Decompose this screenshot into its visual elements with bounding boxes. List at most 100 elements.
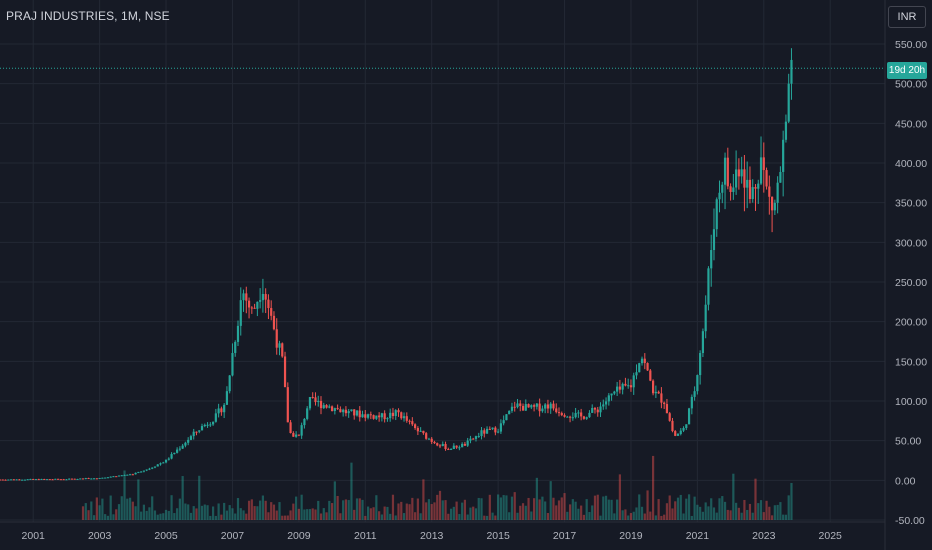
volume-bar [505,495,508,520]
candle-body [607,395,610,402]
candle-body [524,404,527,411]
candle-body [391,412,395,417]
candle-body [21,479,24,481]
volume-bar [137,479,140,520]
candle-body [228,375,231,392]
candle-body [430,438,433,442]
candle-body [300,425,303,436]
candle-body [444,443,447,450]
candle-body [81,478,85,480]
candle-body [65,479,68,481]
volume-bar [203,504,206,520]
candle-body [115,476,118,478]
volume-bar [153,510,157,520]
candle-body [317,400,320,403]
volume-bar [491,512,494,520]
volume-bar [436,494,439,520]
candle-body [651,380,655,394]
y-tick-label: 550.00 [895,39,927,51]
candle-body [176,449,179,453]
volume-bar [170,495,173,520]
candle-body [344,409,348,414]
candle-body [267,299,270,309]
candle-body [643,358,646,364]
volume-bar [192,506,195,520]
volume-bar [411,497,414,520]
candle-body [9,479,13,481]
candle-body [461,443,464,448]
volume-bar [552,497,555,520]
volume-bar [787,495,790,520]
candle-body [499,423,502,432]
candle-body [527,404,530,408]
volume-bar [723,501,727,520]
volume-bar [568,504,572,520]
candle-body [1,479,4,481]
candle-body [458,447,461,449]
volume-bar [571,499,574,520]
candle-body [54,478,57,480]
candle-body [701,331,705,354]
volume-bar [444,500,447,520]
candle-body [571,417,574,419]
volume-bar [591,505,594,520]
volume-bar [566,511,569,520]
volume-bar [621,510,624,520]
volume-bar [339,513,342,520]
volume-bar [95,497,98,520]
volume-bar [502,495,505,520]
volume-bar [430,504,433,520]
volume-bar [541,496,544,520]
candle-body [70,478,74,480]
volume-bar [629,513,633,520]
volume-bar [344,499,348,520]
volume-bar [425,502,428,520]
volume-bar [286,515,289,520]
volume-bar [770,515,774,520]
candle-body [757,183,760,189]
candle-body [397,410,400,413]
volume-bar [292,503,295,520]
time-axis[interactable]: 2001 2003 2005 2007 2009 2011 2013 2015 2017 2019… [22,530,843,542]
y-tick-label: 300.00 [895,237,927,249]
volume-bar [516,512,519,520]
candles [0,48,793,481]
candle-body [383,413,386,420]
volume-bar [549,481,552,520]
candle-body [15,479,18,481]
volume-bar [92,515,96,520]
volume-bar [378,511,381,520]
volume-bar [256,506,259,520]
volume-bar [328,500,331,520]
volume-bar [732,473,735,520]
volume-bar [510,496,514,520]
candle-body [366,414,370,418]
y-tick-label: 100.00 [895,396,927,408]
candle-body [386,418,389,420]
candle-body [4,479,7,481]
candle-body [211,421,215,425]
candle-body [394,410,397,417]
candle-body [466,440,469,446]
candle-body [469,438,472,441]
currency-button[interactable]: INR [888,6,926,28]
candle-body [521,405,525,411]
candle-body [414,424,417,429]
candle-body [505,414,508,421]
x-tick-label: 2021 [686,530,710,542]
volume-bar [109,495,112,520]
candle-body [546,404,550,409]
candle-body [245,293,248,301]
candle-body [649,370,652,381]
candle-body [134,472,137,475]
volume-bar [649,511,652,520]
price-axis[interactable]: 550.00 500.00 450.00 400.00 350.00 300.00 250.… [895,39,927,527]
candle-body [297,434,300,436]
candle-body [192,431,195,437]
volume-bar [665,503,669,520]
volume-bar [275,510,278,520]
volume-bar [618,474,621,520]
candle-body [51,479,54,481]
candle-body [510,406,514,411]
